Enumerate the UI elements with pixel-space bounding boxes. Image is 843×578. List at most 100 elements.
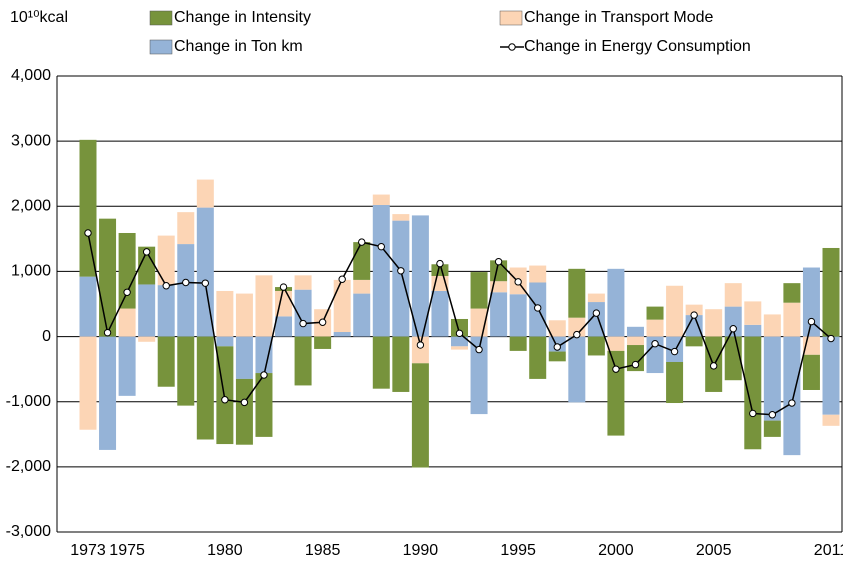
bar-segment [587, 336, 605, 356]
bar-segment [451, 336, 468, 347]
bar-segment [118, 336, 136, 396]
bar-segment [451, 346, 468, 350]
bar-segment [118, 308, 136, 337]
energy-point [103, 328, 112, 337]
bar-segment [822, 247, 840, 337]
legend-marker [508, 43, 516, 51]
bar-segment [783, 302, 801, 337]
bar-segment [157, 235, 175, 286]
energy-point [240, 398, 249, 407]
bar-segment [724, 306, 742, 337]
bar-segment [372, 204, 390, 337]
energy-point [279, 283, 288, 291]
bar-segment [411, 363, 429, 468]
bar-segment [802, 267, 820, 337]
energy-point [299, 319, 307, 328]
x-tick-label: 2000 [598, 542, 634, 559]
bar-segment [177, 244, 195, 337]
bar-segment [216, 336, 234, 347]
bar-segment [294, 336, 312, 386]
y-tick-label: -1,000 [6, 393, 51, 410]
energy-point [162, 282, 170, 290]
x-tick-label: 1975 [109, 542, 145, 559]
bar-segment [372, 194, 390, 205]
bar-segment [685, 315, 703, 337]
bar-segment [235, 336, 253, 379]
x-tick-label: 1995 [500, 542, 536, 559]
energy-point [592, 309, 601, 317]
bar-segment [607, 350, 625, 436]
bar-segment [607, 336, 625, 351]
legend-label: Change in Transport Mode [524, 9, 714, 26]
energy-point [494, 257, 503, 266]
energy-point [788, 399, 796, 407]
energy-point [84, 229, 92, 237]
y-tick-label: 0 [42, 328, 51, 345]
x-tick-label: 1985 [305, 542, 341, 559]
bar-segment [724, 336, 742, 381]
energy-point [123, 288, 131, 296]
bar-segment [685, 336, 703, 347]
bar-segment [626, 336, 644, 346]
bar-segment [763, 314, 781, 337]
energy-point [182, 278, 190, 287]
energy-point [612, 365, 620, 373]
bar-segment [138, 284, 156, 337]
x-tick-label: 1990 [403, 542, 439, 559]
bar-segment [822, 336, 840, 415]
bar-segment [99, 336, 117, 450]
bar-segment [431, 290, 449, 337]
bar-segment [392, 336, 410, 392]
bar-segment [235, 293, 253, 337]
bar-segment [705, 309, 723, 337]
energy-point [338, 275, 346, 283]
bar-segment [646, 306, 664, 320]
legend-swatch [149, 10, 173, 26]
energy-point [631, 360, 640, 369]
bar-segment [216, 290, 234, 337]
legend-label: Change in Intensity [174, 9, 311, 26]
y-axis-unit: 10¹⁰kcal [10, 9, 68, 26]
bar-segment [568, 317, 586, 337]
bar-segment [138, 246, 156, 285]
bar-segment [333, 279, 351, 333]
bar-segment [470, 336, 488, 415]
legend-label: Change in Energy Consumption [524, 38, 751, 55]
bar-segment [372, 336, 390, 389]
bar-segment [685, 304, 703, 316]
bar-segment [509, 294, 527, 337]
energy-point [651, 340, 659, 348]
bar-segment [763, 420, 781, 437]
energy-point [514, 278, 522, 286]
bar-segment [255, 373, 273, 437]
x-tick-label: 2011 [814, 542, 843, 559]
bar-segment [451, 318, 468, 337]
bar-segment [763, 336, 781, 421]
bar-segment [587, 293, 605, 303]
bar-segment [177, 336, 195, 406]
bar-segment [744, 301, 762, 325]
energy-point [670, 347, 679, 356]
bar-segment [470, 272, 488, 309]
energy-point [260, 371, 268, 379]
y-tick-label: -2,000 [6, 458, 51, 475]
bar-segment [744, 324, 762, 337]
bar-segment [783, 283, 801, 303]
y-tick-label: 4,000 [11, 67, 51, 84]
legend-swatch [149, 39, 173, 55]
bar-segment [666, 285, 684, 337]
energy-point [729, 325, 737, 333]
bar-segment [587, 302, 605, 337]
bar-segment [548, 320, 566, 337]
bar-segment [783, 336, 801, 456]
energy-point [690, 311, 698, 319]
bar-segment [607, 268, 625, 337]
bar-segment [333, 332, 351, 337]
bar-segment [744, 336, 762, 450]
bar-segment [353, 293, 371, 337]
bar-segment [568, 336, 586, 403]
energy-point [768, 411, 777, 419]
bar-segment [509, 336, 527, 351]
bar-segment [99, 218, 117, 337]
